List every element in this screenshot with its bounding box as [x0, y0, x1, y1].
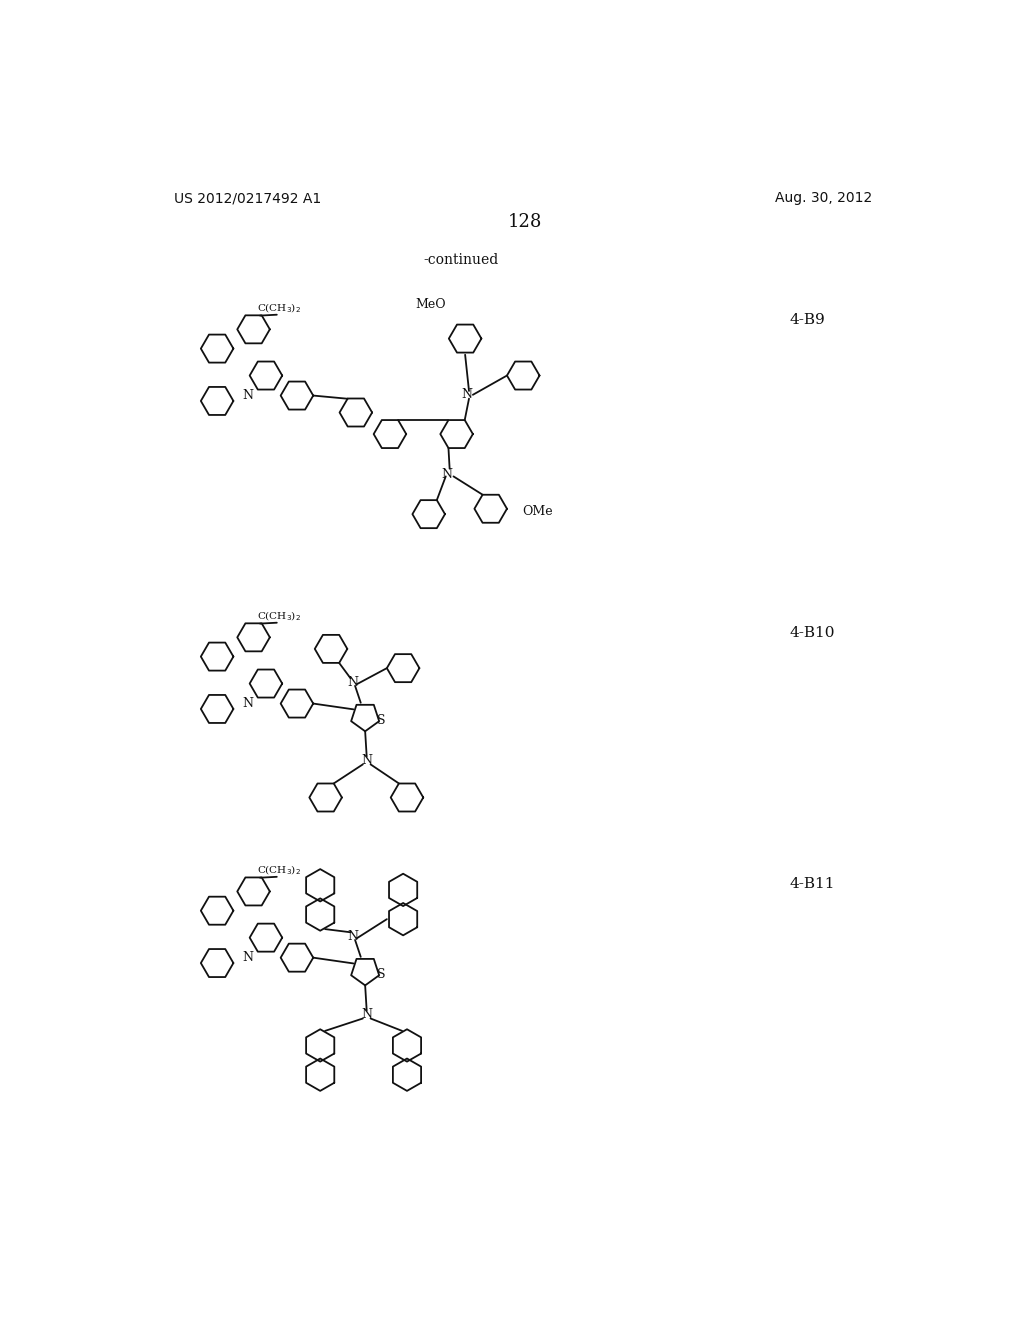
Text: N: N	[441, 467, 453, 480]
Text: S: S	[377, 714, 386, 727]
Text: N: N	[243, 952, 254, 964]
Text: N: N	[243, 697, 254, 710]
Text: -continued: -continued	[424, 253, 499, 267]
Text: N: N	[361, 754, 372, 767]
Text: N: N	[347, 676, 358, 689]
Text: C(CH$_3$)$_2$: C(CH$_3$)$_2$	[257, 302, 301, 315]
Text: N: N	[243, 389, 254, 403]
Text: 128: 128	[508, 213, 542, 231]
Text: N: N	[461, 388, 472, 401]
Text: 4-B10: 4-B10	[790, 627, 835, 640]
Text: OMe: OMe	[522, 504, 553, 517]
Text: C(CH$_3$)$_2$: C(CH$_3$)$_2$	[257, 863, 301, 878]
Text: C(CH$_3$)$_2$: C(CH$_3$)$_2$	[257, 610, 301, 623]
Text: US 2012/0217492 A1: US 2012/0217492 A1	[174, 191, 322, 206]
Text: S: S	[377, 968, 386, 981]
Text: 4-B9: 4-B9	[790, 313, 824, 327]
Text: N: N	[347, 929, 358, 942]
Text: Aug. 30, 2012: Aug. 30, 2012	[775, 191, 872, 206]
Text: 4-B11: 4-B11	[790, 876, 835, 891]
Text: MeO: MeO	[415, 298, 445, 312]
Text: N: N	[361, 1008, 372, 1022]
